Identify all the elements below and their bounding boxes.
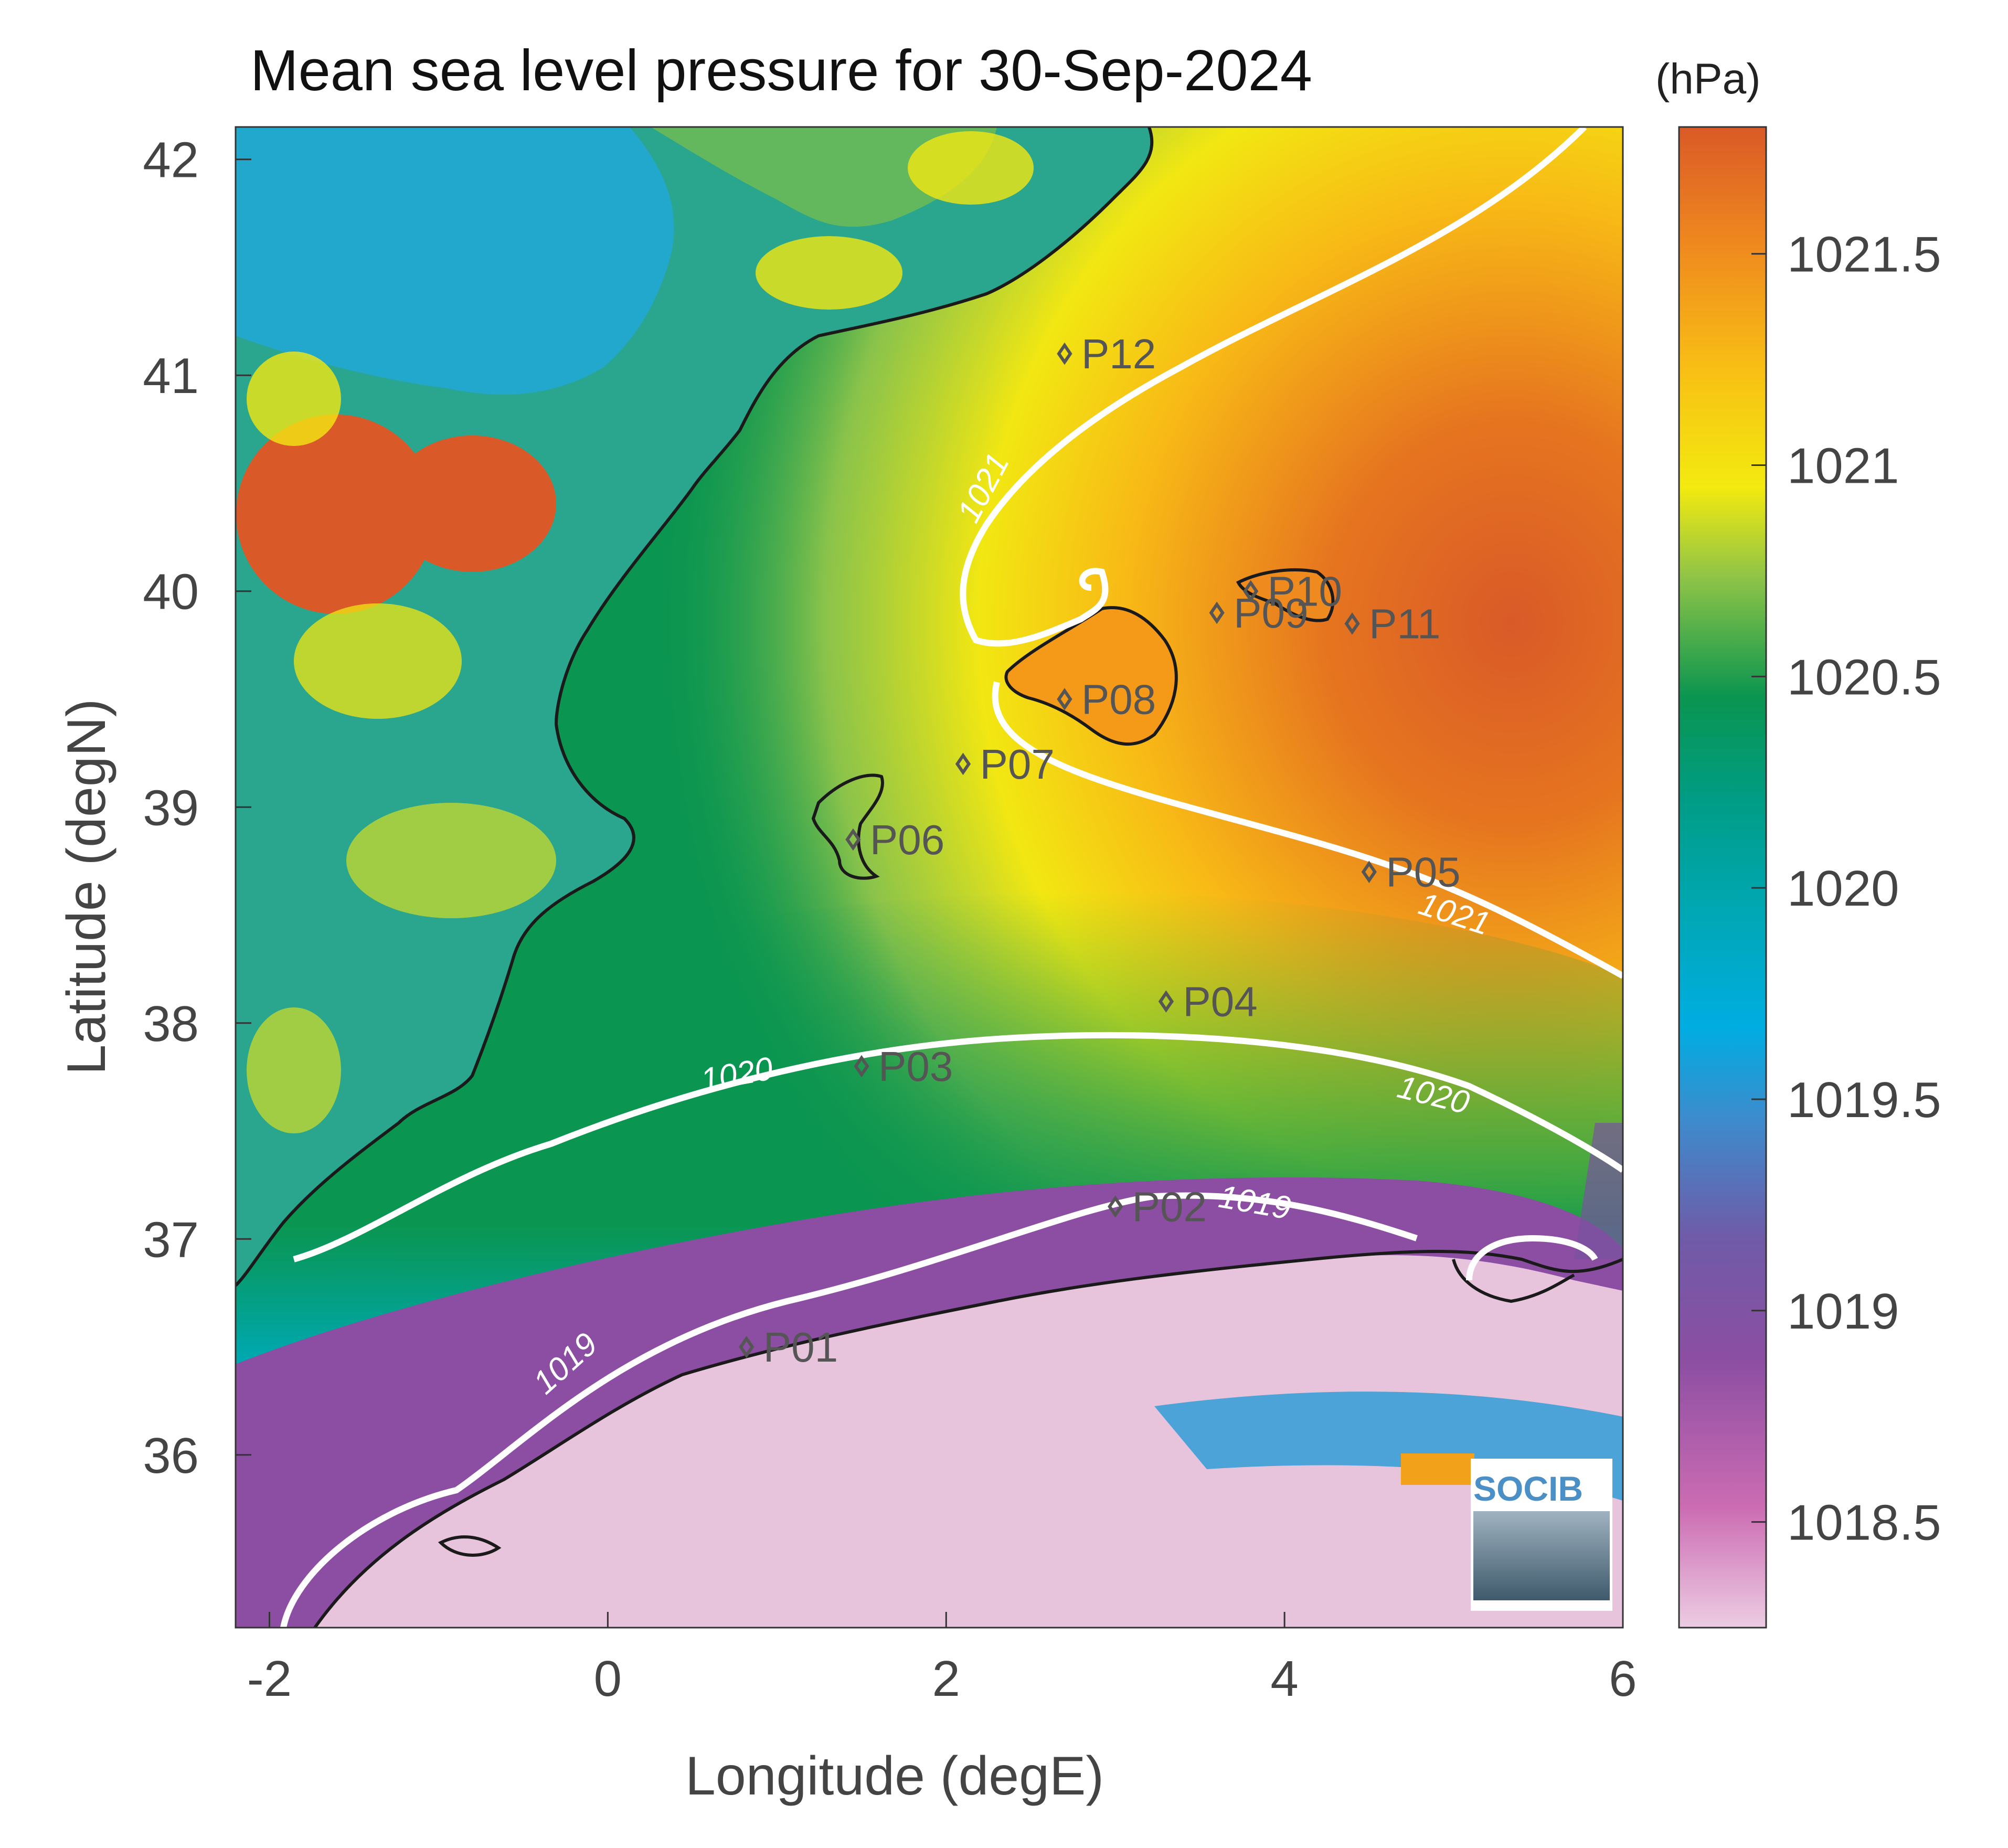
iberia-yellow-patch-5 bbox=[756, 236, 902, 310]
iberia-yellow-patch-4 bbox=[247, 1007, 341, 1133]
station-marker-icon bbox=[1344, 612, 1360, 635]
ibiza-coastline bbox=[811, 773, 884, 880]
colorbar-tick-label: 1020.5 bbox=[1787, 649, 1941, 705]
iberia-north-green bbox=[236, 127, 997, 227]
station-p09: P09 bbox=[1209, 590, 1308, 636]
y-tick-label: 38 bbox=[143, 996, 199, 1052]
station-label: P04 bbox=[1183, 979, 1257, 1025]
station-marker-icon bbox=[1108, 1195, 1123, 1218]
station-marker-icon bbox=[1057, 688, 1072, 710]
iberia-high-patch-2 bbox=[388, 436, 556, 572]
x-tick-label: 0 bbox=[594, 1651, 622, 1707]
station-label: P09 bbox=[1234, 590, 1308, 636]
contour-1020 bbox=[293, 1032, 1623, 1262]
station-label: P05 bbox=[1386, 849, 1460, 896]
iberia-yellow-patch-6 bbox=[908, 131, 1034, 205]
y-tick-label: 36 bbox=[143, 1428, 199, 1484]
station-marker-icon bbox=[1158, 990, 1174, 1013]
station-p04: P04 bbox=[1158, 979, 1258, 1025]
station-label: P07 bbox=[980, 741, 1054, 788]
station-label: P10 bbox=[1268, 568, 1342, 615]
station-label: P06 bbox=[870, 816, 944, 863]
africa-land bbox=[315, 1255, 1623, 1628]
station-label: P11 bbox=[1369, 600, 1440, 647]
station-p07: P07 bbox=[955, 741, 1055, 788]
colorbar-tick-label: 1020 bbox=[1787, 861, 1899, 917]
coastlines bbox=[236, 127, 1623, 1628]
station-marker-icon bbox=[1057, 342, 1072, 365]
station-p11: P11 bbox=[1344, 600, 1441, 647]
colorbar-tick-label: 1019 bbox=[1787, 1283, 1899, 1340]
africa-hot-patch bbox=[1401, 1453, 1474, 1485]
colorbar-gradient bbox=[1678, 126, 1767, 1629]
x-tick-label: 6 bbox=[1609, 1651, 1637, 1707]
x-tick-label: 4 bbox=[1270, 1651, 1298, 1707]
map-title: Mean sea level pressure for 30-Sep-2024 bbox=[250, 38, 1312, 103]
y-tick-label: 37 bbox=[143, 1212, 199, 1268]
iberia-highland-blue bbox=[236, 127, 674, 395]
station-p10: P10 bbox=[1242, 568, 1342, 615]
station-label: P02 bbox=[1132, 1184, 1207, 1230]
station-marker-icon bbox=[845, 828, 861, 851]
station-marker-icon bbox=[1361, 861, 1377, 884]
contour-1021-north bbox=[960, 127, 1587, 647]
station-p03: P03 bbox=[854, 1043, 953, 1090]
x-axis-label: Longitude (degE) bbox=[685, 1746, 1104, 1807]
y-axis-label: Latitude (degN) bbox=[56, 699, 117, 1075]
station-label: P03 bbox=[878, 1043, 953, 1090]
y-tick-label: 40 bbox=[143, 564, 199, 620]
y-axis-ticks: 36 37 38 39 40 41 42 bbox=[143, 132, 251, 1484]
station-marker-icon bbox=[739, 1335, 755, 1358]
x-axis-ticks: -2 0 2 4 6 bbox=[247, 1612, 1637, 1707]
iberia-yellow-patch-3 bbox=[346, 803, 556, 918]
station-marker-icon bbox=[1242, 580, 1259, 603]
colorbar: 1018.5 1019 1019.5 1020 1020.5 1021 1021.5 bbox=[1678, 126, 1941, 1629]
contour-lines bbox=[280, 127, 1623, 1628]
logo-text: SOCIB bbox=[1473, 1469, 1583, 1508]
iberia-yellow-patch-2 bbox=[294, 603, 462, 719]
station-marker-icon bbox=[1209, 601, 1225, 624]
colorbar-ticks: 1018.5 1019 1019.5 1020 1020.5 1021 1021.5 bbox=[1751, 227, 1941, 1551]
station-p08: P08 bbox=[1057, 676, 1156, 723]
station-label: P08 bbox=[1081, 676, 1156, 723]
colorbar-tick-label: 1021.5 bbox=[1787, 227, 1941, 283]
station-label: P12 bbox=[1081, 331, 1156, 377]
station-p12: P12 bbox=[1057, 331, 1156, 377]
station-p06: P06 bbox=[845, 816, 944, 863]
iberia-high-patch-1 bbox=[236, 415, 435, 614]
y-tick-label: 41 bbox=[143, 348, 199, 404]
colorbar-tick-label: 1018.5 bbox=[1787, 1495, 1941, 1551]
contour-1021-south bbox=[992, 681, 1623, 979]
y-tick-label: 39 bbox=[143, 780, 199, 836]
socib-logo: SOCIB bbox=[1471, 1459, 1612, 1611]
map-frame bbox=[235, 126, 1624, 1629]
station-marker-icon bbox=[854, 1055, 869, 1078]
station-marker-icon bbox=[955, 752, 971, 776]
menorca-coastline bbox=[1236, 568, 1335, 622]
station-p05: P05 bbox=[1361, 849, 1461, 896]
colorbar-tick-label: 1019.5 bbox=[1787, 1072, 1941, 1128]
small-island-africa bbox=[438, 1535, 502, 1557]
station-p01: P01 bbox=[739, 1324, 838, 1371]
contour-1019-east bbox=[1466, 1235, 1598, 1281]
x-tick-label: -2 bbox=[247, 1651, 292, 1707]
station-label: P01 bbox=[763, 1324, 838, 1371]
map-panel: 1021 1021 1020 1020 1019 1019 P01P02P03P… bbox=[236, 127, 1623, 1628]
iberia-yellow-patch-1 bbox=[247, 352, 341, 446]
station-p02: P02 bbox=[1108, 1184, 1207, 1230]
x-tick-label: 2 bbox=[932, 1651, 960, 1707]
units-label: (hPa) bbox=[1655, 55, 1761, 103]
east-lowband-edge bbox=[1574, 1123, 1623, 1259]
contour-1019-main bbox=[280, 1192, 1418, 1628]
colorbar-tick-label: 1021 bbox=[1787, 438, 1899, 494]
cap-bon-coastline bbox=[1452, 1259, 1575, 1303]
logo-water bbox=[1473, 1511, 1610, 1600]
y-tick-label: 42 bbox=[143, 132, 199, 188]
iberia-land bbox=[236, 127, 1152, 1286]
iberia-coastline bbox=[236, 127, 1154, 1287]
